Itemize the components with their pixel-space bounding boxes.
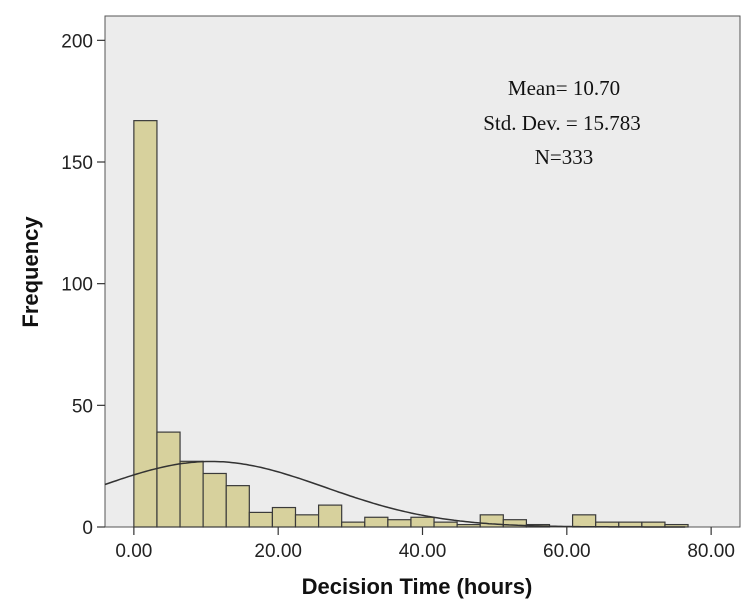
bars-group [133,120,689,528]
stats-line-n: N=333 [535,145,594,169]
x-tick-label: 40.00 [399,541,447,562]
y-axis-title: Frequency [18,216,43,328]
histogram-bar [202,472,227,528]
normal-curve [104,460,686,528]
x-tick-label: 80.00 [687,541,735,562]
stats-annotation: Mean= 10.70 Std. Dev. = 15.783 N=333 [483,76,640,169]
y-tick-label: 50 [72,396,93,417]
histogram-bar [156,431,181,528]
y-tick-label: 0 [82,518,93,539]
histogram-bar [410,516,435,528]
histogram-bar [479,514,504,528]
histogram-bar [571,514,597,528]
histogram-bar [179,460,204,528]
histogram-bar [133,120,158,528]
histogram-bar [317,504,343,528]
x-axis-title: Decision Time (hours) [302,574,533,599]
histogram-bar [341,521,366,528]
x-tick-label: 20.00 [254,541,302,562]
histogram-bar [225,485,250,528]
stats-line-mean: Mean= 10.70 [508,76,620,100]
plot-area [104,15,741,528]
x-tick-label: 60.00 [543,541,591,562]
histogram-bar [502,519,528,528]
stats-line-sd: Std. Dev. = 15.783 [483,111,640,135]
y-tick-label: 200 [61,31,93,52]
x-axis: 0.00 20.00 40.00 60.00 80.00 [115,527,735,562]
histogram-bar [364,516,389,528]
x-tick-label: 0.00 [115,541,152,562]
histogram-bar [271,506,297,528]
histogram-bar [456,523,481,528]
histogram-bar [294,514,320,528]
histogram-bar [433,521,458,528]
y-tick-label: 100 [61,275,93,296]
y-tick-label: 150 [61,153,93,174]
y-axis: 0 50 100 150 200 [61,31,105,539]
histogram-bar [387,519,412,528]
histogram-bar [248,511,274,528]
